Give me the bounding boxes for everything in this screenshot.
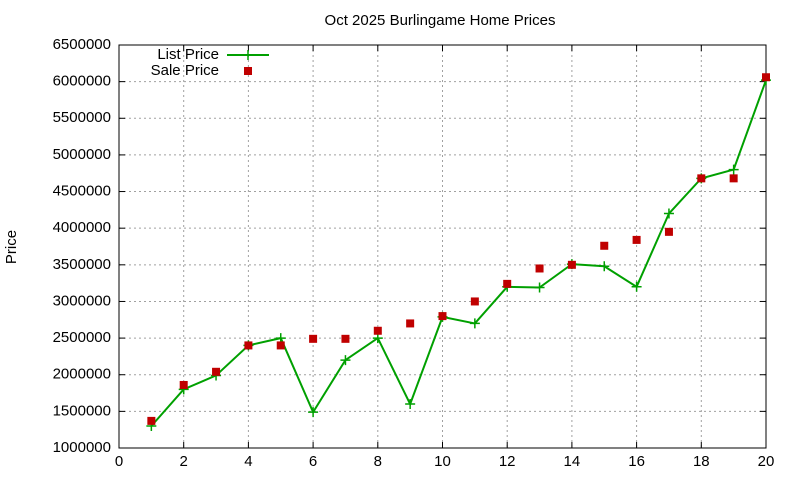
- y-tick-label: 3500000: [53, 256, 111, 273]
- x-tick-label: 8: [374, 453, 382, 470]
- series-line: [150, 79, 767, 427]
- x-tick-label: 16: [628, 453, 645, 470]
- data-point: [534, 282, 545, 293]
- data-point: [406, 319, 415, 328]
- x-tick-label: 14: [564, 453, 581, 470]
- data-point: [308, 407, 319, 418]
- data-point: [470, 297, 479, 306]
- data-point: [567, 260, 576, 269]
- data-point: [244, 341, 253, 350]
- y-tick-label: 2000000: [53, 366, 111, 383]
- data-point: [697, 174, 706, 183]
- data-point: [405, 399, 416, 410]
- y-tick-label: 1500000: [53, 402, 111, 419]
- legend-marker: [243, 50, 253, 60]
- legend-marker: [244, 67, 252, 75]
- data-point: [438, 312, 447, 321]
- data-point: [535, 264, 544, 273]
- data-point: [212, 367, 221, 376]
- data-point: [631, 281, 642, 292]
- data-point: [179, 380, 188, 389]
- data-point: [664, 227, 673, 236]
- x-tick-label: 0: [115, 453, 123, 470]
- x-tick-label: 18: [693, 453, 710, 470]
- x-tick-label: 6: [309, 453, 317, 470]
- x-tick-label: 10: [434, 453, 451, 470]
- y-axis-label: Price: [3, 230, 20, 264]
- plot-border: [118, 44, 767, 449]
- data-point: [632, 235, 641, 244]
- data-point: [599, 261, 610, 272]
- chart-title: Oct 2025 Burlingame Home Prices: [325, 12, 556, 29]
- data-point: [276, 341, 285, 350]
- data-point: [663, 208, 674, 219]
- y-tick-label: 1000000: [53, 439, 111, 456]
- y-tick-label: 6000000: [53, 73, 111, 90]
- y-tick-label: 3000000: [53, 292, 111, 309]
- x-tick-label: 4: [244, 453, 252, 470]
- data-point: [340, 355, 351, 366]
- y-tick-label: 2500000: [53, 329, 111, 346]
- legend-label: Sale Price: [151, 62, 219, 79]
- y-tick-label: 6500000: [53, 36, 111, 53]
- data-point: [728, 164, 739, 175]
- data-point: [147, 416, 156, 425]
- x-tick-label: 12: [499, 453, 516, 470]
- x-tick-label: 20: [758, 453, 775, 470]
- data-point: [309, 334, 318, 343]
- data-point: [729, 174, 738, 183]
- data-point: [503, 279, 512, 288]
- y-tick-label: 4500000: [53, 183, 111, 200]
- y-tick-label: 4000000: [53, 219, 111, 236]
- y-tick-label: 5000000: [53, 146, 111, 163]
- data-point: [373, 326, 382, 335]
- legend-label: List Price: [157, 46, 219, 63]
- x-tick-label: 2: [180, 453, 188, 470]
- data-point: [762, 73, 770, 82]
- data-point: [600, 241, 609, 250]
- y-tick-label: 5500000: [53, 109, 111, 126]
- data-point: [341, 334, 350, 343]
- data-point: [469, 318, 480, 329]
